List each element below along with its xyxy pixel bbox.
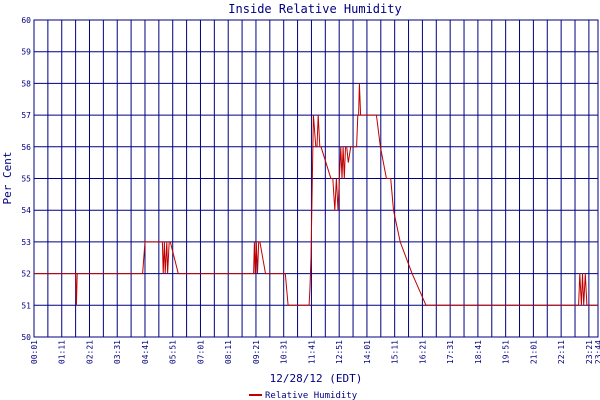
x-tick-label: 09:21 bbox=[252, 340, 261, 364]
y-tick-label: 58 bbox=[21, 79, 31, 88]
y-tick-label: 51 bbox=[21, 301, 31, 310]
x-tick-label: 16:21 bbox=[418, 340, 427, 364]
x-axis-ticks: 00:01 01:11 02:21 03:31 04:41 05:51 07:01 08:11… bbox=[30, 340, 600, 364]
y-tick-label: 59 bbox=[21, 48, 31, 57]
x-tick-label: 11:41 bbox=[307, 340, 316, 364]
legend-label: Relative Humidity bbox=[265, 391, 358, 400]
x-tick-label: 07:01 bbox=[196, 340, 205, 364]
x-tick-label: 12:51 bbox=[335, 340, 344, 364]
x-tick-label: 03:31 bbox=[113, 340, 122, 364]
chart-title: Inside Relative Humidity bbox=[228, 2, 401, 16]
x-tick-label: 19:51 bbox=[502, 340, 511, 364]
x-tick-label: 22:11 bbox=[557, 340, 566, 364]
y-tick-label: 60 bbox=[21, 16, 31, 25]
x-tick-label: 05:51 bbox=[169, 340, 178, 364]
y-tick-label: 52 bbox=[21, 270, 31, 279]
x-tick-label: 10:31 bbox=[280, 340, 289, 364]
y-tick-label: 54 bbox=[21, 206, 31, 215]
x-tick-label: 01:11 bbox=[58, 340, 67, 364]
y-tick-label: 53 bbox=[21, 238, 31, 247]
y-tick-label: 55 bbox=[21, 175, 31, 184]
y-tick-label: 56 bbox=[21, 143, 31, 152]
y-axis-ticks: 50 51 52 53 54 55 56 57 58 59 60 bbox=[21, 16, 31, 342]
x-tick-label: 02:21 bbox=[85, 340, 94, 364]
x-tick-label: 23:44 bbox=[594, 340, 600, 364]
y-tick-label: 57 bbox=[21, 111, 31, 120]
x-tick-label: 14:01 bbox=[363, 340, 372, 364]
x-axis-label: 12/28/12 (EDT) bbox=[270, 372, 363, 385]
legend: Relative Humidity bbox=[249, 391, 358, 400]
x-tick-label: 15:11 bbox=[391, 340, 400, 364]
series-line-relative-humidity bbox=[34, 83, 598, 306]
x-tick-label: 00:01 bbox=[30, 340, 39, 364]
y-tick-label: 50 bbox=[21, 333, 31, 342]
y-axis-label: Per Cent bbox=[1, 152, 14, 205]
x-tick-label: 04:41 bbox=[141, 340, 150, 364]
x-tick-label: 23:21 bbox=[585, 340, 594, 364]
x-tick-label: 21:01 bbox=[529, 340, 538, 364]
x-tick-label: 18:41 bbox=[474, 340, 483, 364]
x-tick-label: 17:31 bbox=[446, 340, 455, 364]
x-tick-label: 08:11 bbox=[224, 340, 233, 364]
